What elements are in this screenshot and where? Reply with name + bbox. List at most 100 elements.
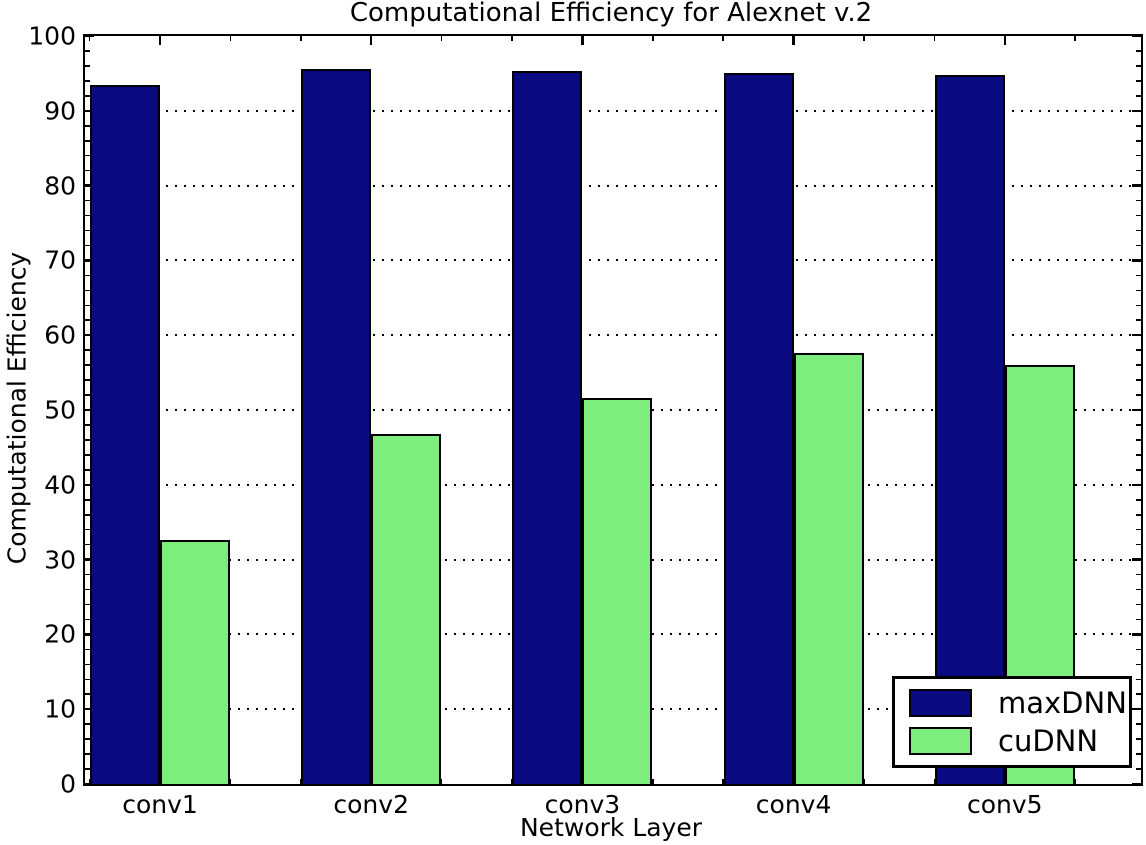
y-axis-tick-right <box>1132 558 1141 561</box>
y-axis-tick-right <box>1132 259 1141 262</box>
y-axis-tick-right <box>1132 184 1141 187</box>
y-axis-tick-left <box>85 603 90 606</box>
gridline-y70 <box>85 259 1141 262</box>
bar-cudnn-conv3 <box>582 398 653 784</box>
y-axis-tick-right <box>1136 753 1141 755</box>
y-axis-tick-right <box>1136 648 1141 651</box>
y-axis-tick-left <box>85 543 90 546</box>
y-axis-tick-left <box>85 782 94 786</box>
x-axis-tick-top <box>1074 36 1076 41</box>
y-tick-label-40: 40 <box>44 470 76 500</box>
y-tick-label-80: 80 <box>44 171 76 201</box>
y-axis-tick-right <box>1136 65 1141 67</box>
x-axis-tick-bottom <box>933 779 936 784</box>
y-axis-tick-left <box>85 394 90 396</box>
y-axis-tick-right <box>1136 229 1141 232</box>
y-axis-tick-right <box>1136 80 1141 82</box>
y-axis-tick-right <box>1136 498 1141 501</box>
y-axis-tick-right <box>1136 528 1141 531</box>
x-tick-label-conv1: conv1 <box>122 790 198 819</box>
y-tick-label-100: 100 <box>28 21 76 51</box>
y-axis-tick-right <box>1136 513 1141 516</box>
y-axis-tick-right <box>1136 289 1141 292</box>
y-axis-tick-left <box>85 618 90 621</box>
x-axis-tick-top <box>369 36 373 45</box>
legend: maxDNN cuDNN <box>892 676 1132 768</box>
y-axis-tick-left <box>85 289 90 292</box>
y-axis-tick-left <box>85 154 90 157</box>
x-axis-tick-top <box>440 36 443 41</box>
y-axis-tick-left <box>85 229 90 232</box>
chart-title: Computational Efficiency for Alexnet v.2 <box>349 0 873 28</box>
bar-cudnn-conv2 <box>371 433 442 784</box>
y-axis-tick-right <box>1132 34 1141 38</box>
y-axis-tick-right <box>1136 319 1141 322</box>
y-axis-tick-right <box>1136 139 1141 142</box>
x-tick-label-conv2: conv2 <box>333 790 409 819</box>
bar-cudnn-conv1 <box>160 540 230 784</box>
y-axis-tick-right <box>1136 379 1141 381</box>
y-axis-tick-left <box>85 199 90 202</box>
gridline-y90 <box>85 109 1141 112</box>
x-tick-label-conv5: conv5 <box>967 790 1043 819</box>
x-axis-tick-top <box>792 36 795 45</box>
y-axis-tick-right <box>1136 454 1141 456</box>
y-axis-tick-left <box>85 304 90 307</box>
y-axis-tick-left <box>85 319 90 322</box>
y-axis-tick-right <box>1136 543 1141 546</box>
y-axis-tick-right <box>1136 214 1141 217</box>
y-axis-tick-right <box>1132 633 1141 636</box>
y-axis-tick-left <box>85 558 94 561</box>
x-axis-tick-top <box>863 36 865 41</box>
y-axis-tick-left <box>85 259 94 262</box>
y-axis-tick-right <box>1136 768 1141 770</box>
y-axis-tick-right <box>1132 707 1141 711</box>
y-axis-tick-right <box>1136 573 1141 576</box>
y-axis-tick-left <box>85 379 90 381</box>
y-axis-tick-right <box>1136 678 1141 681</box>
legend-item-cudnn: cuDNN <box>909 726 1129 756</box>
y-axis-tick-right <box>1136 199 1141 202</box>
x-axis-tick-bottom <box>1074 779 1076 784</box>
y-axis-tick-left <box>85 513 90 516</box>
y-axis-tick-left <box>85 693 90 696</box>
x-axis-tick-bottom <box>300 779 302 784</box>
y-axis-tick-right <box>1136 364 1141 366</box>
y-axis-tick-left <box>85 439 90 441</box>
y-axis-tick-right <box>1136 439 1141 441</box>
gridline-y80 <box>85 184 1141 187</box>
y-axis-tick-left <box>85 469 90 471</box>
y-axis-tick-left <box>85 333 94 337</box>
x-axis-tick-bottom <box>229 779 232 784</box>
y-axis-tick-right <box>1136 50 1141 52</box>
plot-area: 0 10 20 30 40 50 60 70 80 90 100 conv1 conv2 conv3 con… <box>28 24 1143 817</box>
y-axis-tick-right <box>1136 693 1141 696</box>
y-axis-tick-left <box>85 184 94 187</box>
x-tick-label-conv3: conv3 <box>544 790 621 819</box>
y-axis-tick-left <box>85 169 90 172</box>
y-axis-tick-left <box>85 65 90 67</box>
y-axis-tick-left <box>85 408 94 412</box>
x-axis-tick-bottom <box>652 779 654 784</box>
y-axis-tick-left <box>85 274 90 277</box>
x-axis-tick-top <box>933 36 936 41</box>
y-axis-tick-left <box>85 109 94 113</box>
y-axis-tick-right <box>1136 124 1141 127</box>
y-axis-tick-right <box>1136 424 1141 426</box>
y-axis-tick-right <box>1136 588 1141 591</box>
y-tick-label-20: 20 <box>44 619 76 649</box>
x-axis-tick-top <box>652 36 654 41</box>
y-tick-label-30: 30 <box>44 545 76 575</box>
y-axis-tick-left <box>85 349 90 351</box>
y-axis-tick-right <box>1132 333 1141 337</box>
y-axis-tick-left <box>85 454 90 456</box>
x-axis-tick-top <box>722 36 724 41</box>
y-axis-tick-right <box>1132 109 1141 113</box>
x-axis-tick-bottom <box>863 779 865 784</box>
y-axis-tick-left <box>85 723 90 725</box>
y-axis-tick-right <box>1136 618 1141 621</box>
bar-maxdnn-conv3 <box>512 71 583 784</box>
y-axis-tick-left <box>85 648 90 651</box>
bar-cudnn-conv4 <box>793 353 864 784</box>
